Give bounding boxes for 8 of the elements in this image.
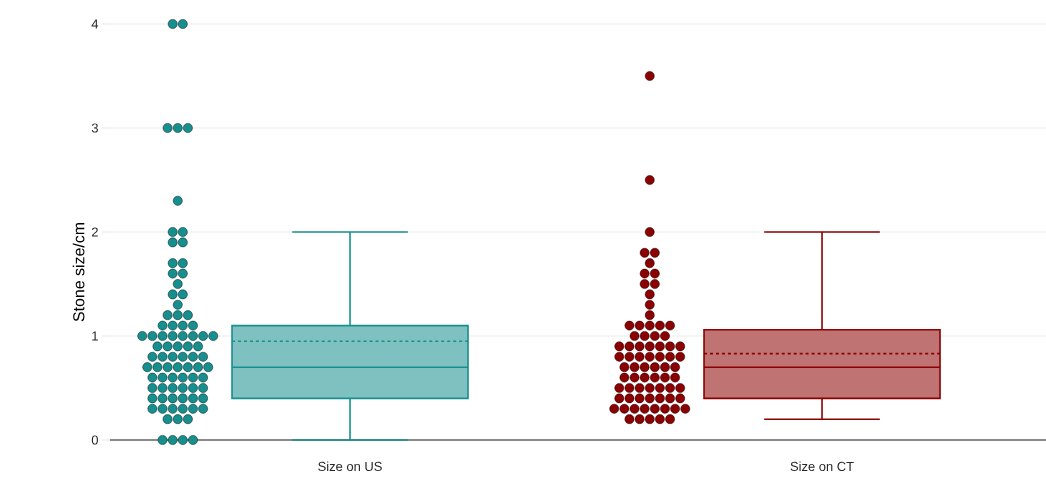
y-tick-label: 3: [91, 123, 98, 133]
x-tick-label: Size on CT: [790, 461, 854, 472]
x-tick-label: Size on US: [318, 461, 382, 472]
y-tick-label: 4: [91, 19, 99, 29]
y-tick-label: 0: [91, 435, 98, 445]
y-tick-label: 2: [91, 227, 98, 237]
y-tick-label: 1: [92, 331, 98, 341]
y-axis-title: Stone size/cm: [72, 223, 85, 322]
